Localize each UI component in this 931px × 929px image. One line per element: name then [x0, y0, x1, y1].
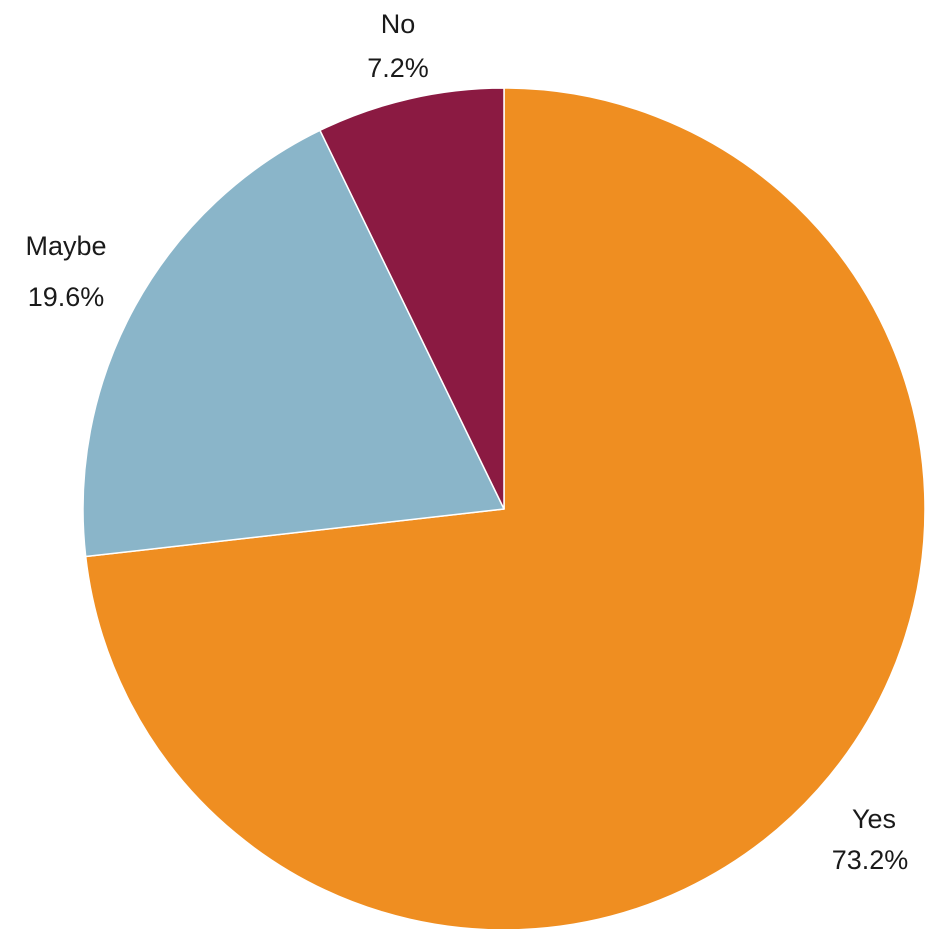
- slice-value-no: 7.2%: [367, 53, 429, 83]
- pie-slice-no: [319, 87, 505, 510]
- slice-label-yes: Yes: [852, 804, 896, 834]
- pie-slice-yes: [84, 87, 926, 929]
- slice-value-maybe: 19.6%: [28, 282, 105, 312]
- slice-label-maybe: Maybe: [25, 231, 106, 261]
- pie-slice-maybe: [82, 129, 505, 558]
- slice-label-no: No: [381, 9, 416, 39]
- pie-slices: [82, 87, 926, 929]
- slice-value-yes: 73.2%: [832, 845, 909, 875]
- pie-labels: Yes 73.2% Maybe 19.6% No 7.2%: [25, 9, 908, 875]
